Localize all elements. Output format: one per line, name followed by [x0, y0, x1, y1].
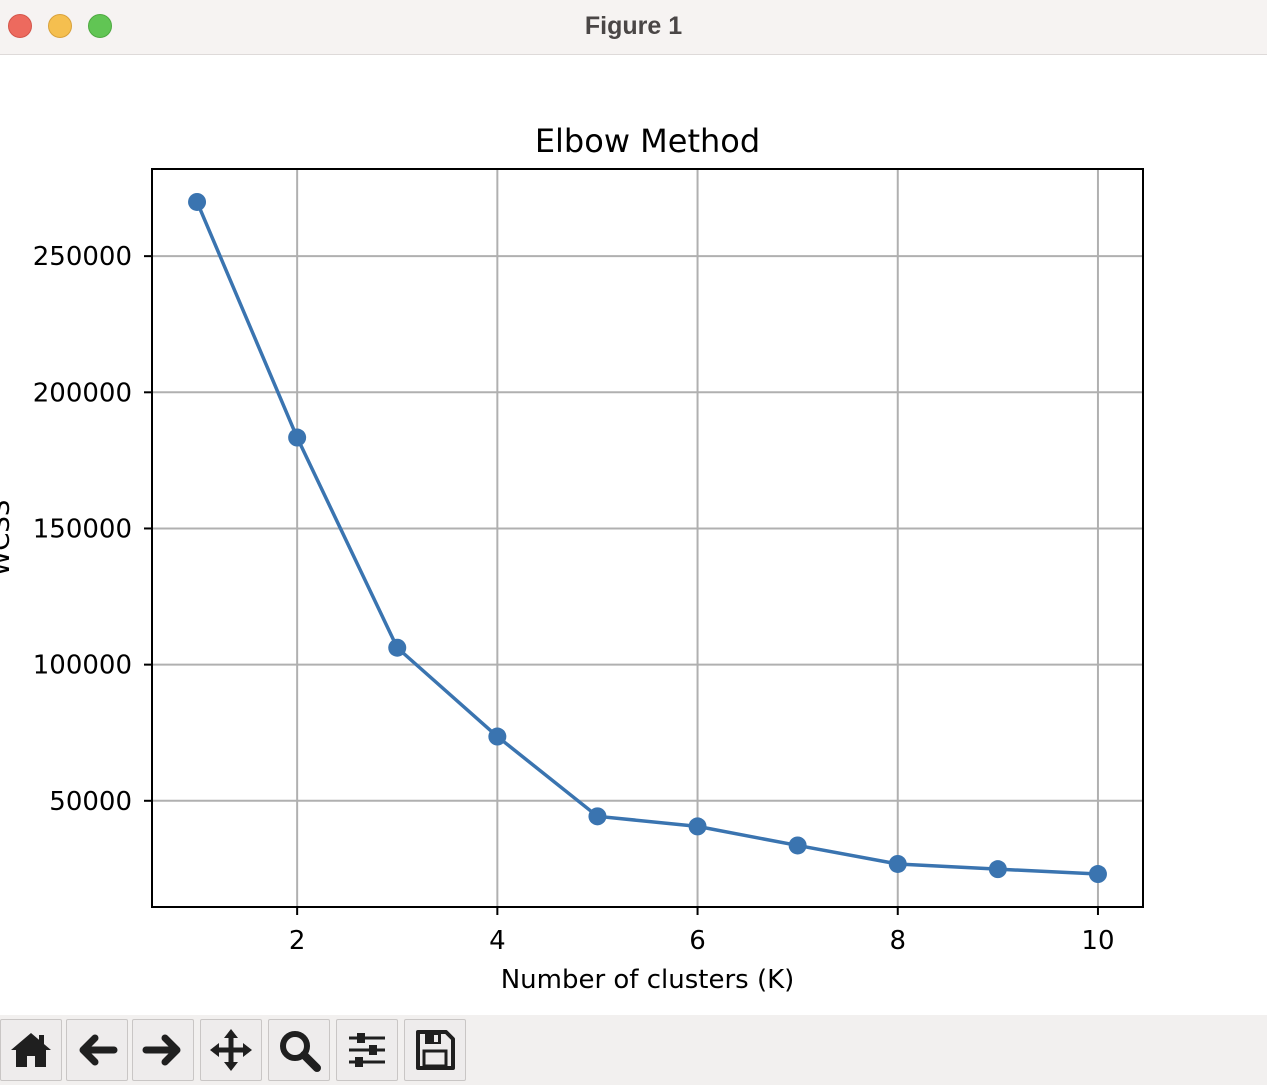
save-button[interactable]: [404, 1019, 466, 1081]
x-tick-label: 6: [689, 926, 706, 956]
x-tick-label: 10: [1081, 926, 1114, 956]
axes-frame: [151, 168, 1144, 908]
data-point: [988, 860, 1007, 879]
close-window-button[interactable]: [8, 14, 32, 38]
data-point: [888, 854, 907, 873]
back-button[interactable]: [66, 1019, 128, 1081]
forward-button[interactable]: [132, 1019, 194, 1081]
pan-button[interactable]: [200, 1019, 262, 1081]
window-title: Figure 1: [584, 12, 683, 40]
data-point: [288, 428, 307, 447]
chart-title: Elbow Method: [535, 122, 760, 160]
home-icon: [11, 1033, 51, 1067]
y-tick-label: 150000: [33, 514, 132, 544]
sliders-icon: [349, 1033, 385, 1067]
y-tick-label: 200000: [33, 378, 132, 408]
magnifier-icon: [280, 1031, 321, 1072]
floppy-disk-icon: [416, 1030, 455, 1070]
move-arrows-icon: [210, 1029, 252, 1071]
minimize-window-button[interactable]: [48, 14, 72, 38]
arrow-left-icon: [79, 1034, 118, 1066]
x-tick-label: 2: [289, 926, 306, 956]
data-point: [788, 836, 807, 855]
arrow-right-icon: [142, 1034, 181, 1066]
data-point: [688, 817, 707, 836]
x-axis-label: Number of clusters (K): [501, 965, 795, 995]
y-tick-label: 250000: [33, 242, 132, 272]
elbow-chart: 2 4 6 8 10 50000 100000 150000 200000 250000 Elbow…: [0, 122, 1144, 995]
data-point: [388, 638, 407, 657]
y-tick-label: 100000: [33, 651, 132, 681]
x-tick-label: 4: [489, 926, 506, 956]
title-bar: Figure 1: [0, 0, 1267, 55]
x-tick-label: 8: [889, 926, 906, 956]
zoom-button[interactable]: [268, 1019, 330, 1081]
series-line: [195, 201, 1099, 876]
navigation-toolbar: [0, 1015, 1267, 1085]
data-point: [1088, 865, 1107, 884]
data-point: [488, 727, 507, 746]
home-button[interactable]: [0, 1019, 62, 1081]
data-point: [188, 192, 207, 211]
data-point: [588, 807, 607, 826]
y-axis-label: WCSS: [0, 500, 16, 577]
figure-canvas: 2 4 6 8 10 50000 100000 150000 200000 250000 Elbow…: [0, 55, 1267, 1015]
maximize-window-button[interactable]: [88, 14, 112, 38]
y-tick-label: 50000: [49, 787, 132, 817]
configure-subplots-button[interactable]: [336, 1019, 398, 1081]
